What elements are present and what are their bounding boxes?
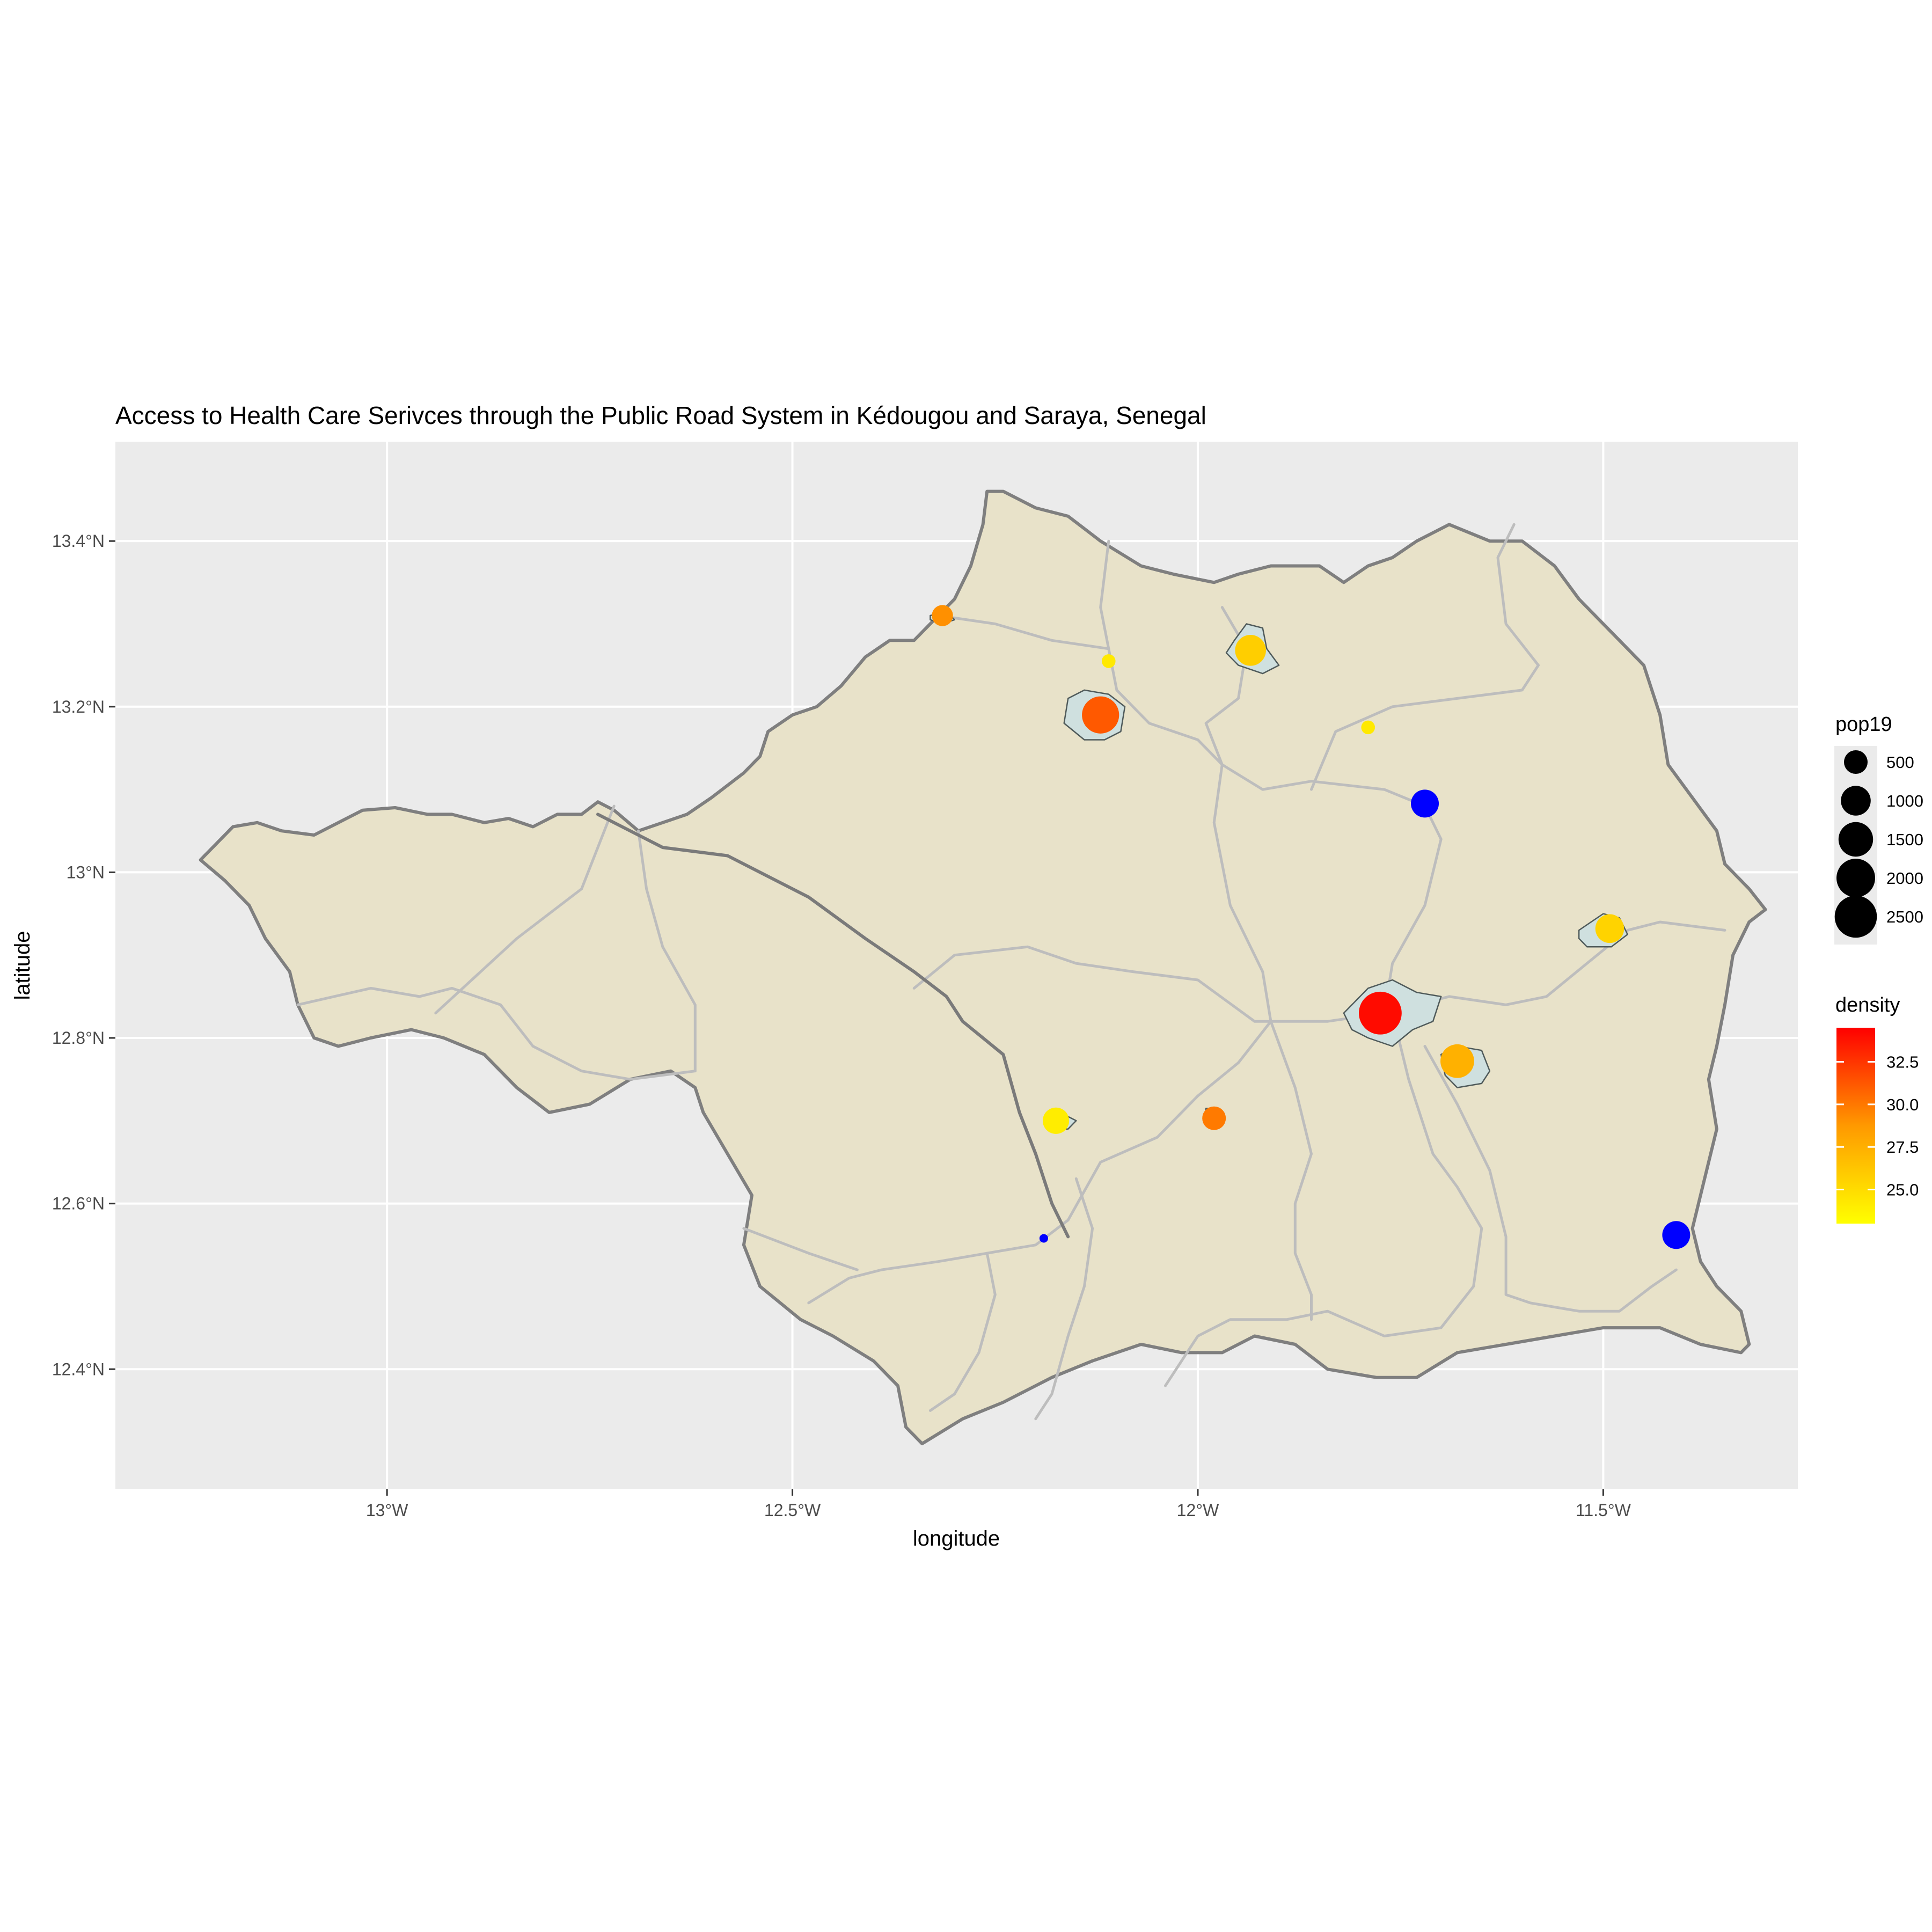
road-line <box>1383 804 1443 1015</box>
settlement-point <box>1361 720 1375 735</box>
road-line <box>928 1252 997 1412</box>
settlement-point <box>1235 635 1266 666</box>
legend-pop19-key <box>1834 895 1877 938</box>
y-axis-ticks: 13.4°N 13.2°N 13°N 12.8°N 12.6°N 12.4°N <box>52 531 115 1379</box>
road-line <box>1423 1045 1678 1313</box>
road-line <box>1269 1020 1313 1321</box>
legend-pop19-key <box>1836 859 1875 897</box>
road-line <box>296 986 697 1081</box>
road-line <box>1164 1012 1483 1387</box>
y-axis-title: latitude <box>11 931 34 1000</box>
road-line <box>1034 1177 1094 1421</box>
legend-density-colorbar <box>1836 1028 1875 1224</box>
settlement-point <box>1595 914 1624 943</box>
x-tick-label: 12°W <box>1177 1501 1219 1520</box>
x-tick-label: 12.5°W <box>764 1501 821 1520</box>
settlement-point <box>1042 1107 1070 1134</box>
y-tick-label: 12.4°N <box>52 1359 105 1379</box>
map-layer <box>199 489 1767 1446</box>
legend-density-label: 32.5 <box>1886 1052 1919 1071</box>
legend-pop19-label: 2500 <box>1886 908 1923 926</box>
settlement-point <box>1202 1106 1226 1130</box>
settlement-point <box>1359 991 1402 1035</box>
legend-pop19-label: 2000 <box>1886 869 1923 888</box>
legend-pop19-title: pop19 <box>1835 713 1892 736</box>
legend-pop19-label: 1500 <box>1886 830 1923 849</box>
x-axis-ticks: 13°W 12.5°W 12°W 11.5°W <box>366 1489 1631 1520</box>
legend-density-title: density <box>1835 994 1900 1016</box>
legend-pop19-label: 1000 <box>1886 792 1923 810</box>
x-tick-label: 13°W <box>366 1501 408 1520</box>
legend-density-label: 27.5 <box>1886 1138 1919 1157</box>
legend-pop19-key <box>1841 786 1871 816</box>
chart-title: Access to Health Care Serivces through t… <box>115 401 1206 429</box>
road-line <box>912 945 1386 1023</box>
road-line <box>742 1227 859 1271</box>
health-facility-point <box>1039 1234 1048 1243</box>
y-tick-label: 12.8°N <box>52 1028 105 1048</box>
settlement-point <box>1082 696 1119 734</box>
legend-pop19: pop19 500 1000 1500 2000 2500 <box>1834 713 1923 945</box>
road-line <box>637 829 697 1073</box>
road-line <box>1310 523 1540 791</box>
legend-density: density 25.0 27.5 30.0 32.5 <box>1835 994 1919 1224</box>
legend-pop19-key <box>1844 750 1868 774</box>
y-tick-label: 12.6°N <box>52 1194 105 1213</box>
health-facility-point <box>1662 1221 1690 1249</box>
road-line <box>937 614 1426 808</box>
settlement-point <box>1101 654 1116 668</box>
main-road-line <box>596 813 1070 1239</box>
x-tick-label: 11.5°W <box>1576 1501 1631 1520</box>
y-tick-label: 13°N <box>67 862 105 882</box>
road-line <box>807 1020 1272 1305</box>
road-line <box>1383 920 1726 1015</box>
x-axis-title: longitude <box>913 1527 1000 1550</box>
legend-pop19-key <box>1838 822 1874 857</box>
y-tick-label: 13.2°N <box>52 697 105 716</box>
legend-pop19-label: 500 <box>1886 753 1914 772</box>
y-tick-label: 13.4°N <box>52 531 105 551</box>
legend-density-label: 30.0 <box>1886 1095 1919 1114</box>
settlement-point <box>932 605 953 626</box>
legend-density-label: 25.0 <box>1886 1181 1919 1199</box>
road-line <box>434 804 616 1015</box>
road-line <box>1099 539 1110 650</box>
health-facility-point <box>1411 789 1439 818</box>
settlement-point <box>1440 1044 1474 1078</box>
